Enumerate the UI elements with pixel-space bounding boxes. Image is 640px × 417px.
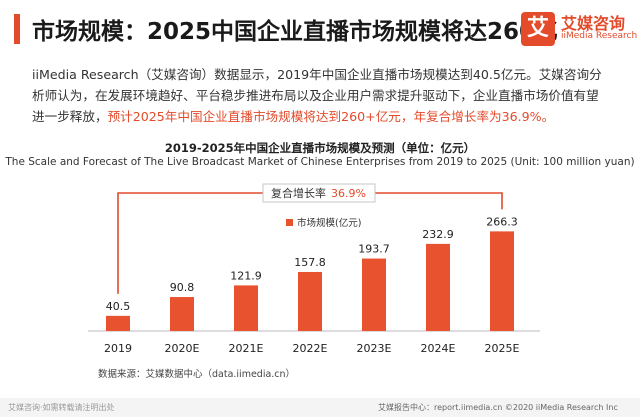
bar-2020E	[170, 297, 194, 331]
header: 市场规模：2025中国企业直播市场规模将达260亿 艾 艾媒咨询 iiMedia…	[0, 0, 640, 58]
value-label-2021E: 121.9	[230, 269, 262, 282]
intro-paragraph: iiMedia Research（艾媒咨询）数据显示，2019年中国企业直播市场…	[32, 64, 602, 127]
title-accent-bar	[14, 14, 20, 44]
tick-label-2021E: 2021E	[229, 342, 264, 355]
tick-label-2019: 2019	[104, 342, 132, 355]
bar-2024E	[426, 243, 450, 331]
page-title: 市场规模：2025中国企业直播市场规模将达260亿	[32, 19, 559, 45]
footer-left-text: 艾媒咨询·如需转载请注明出处	[8, 403, 115, 412]
footer: 艾媒咨询·如需转载请注明出处 艾媒报告中心：report.iimedia.cn …	[0, 398, 640, 417]
legend-swatch	[286, 219, 293, 226]
intro-highlight: 预计2025年中国企业直播市场规模将达到260+亿元，年复合增长率为36.9%。	[107, 109, 555, 124]
cagr-label: 复合增长率	[271, 186, 326, 200]
tick-label-2024E: 2024E	[421, 342, 456, 355]
value-label-2022E: 157.8	[294, 256, 326, 269]
bar-2025E	[490, 231, 514, 331]
data-source: 数据来源：艾媒数据中心（data.iimedia.cn）	[98, 369, 296, 380]
value-label-2019: 40.5	[106, 300, 131, 313]
tick-label-2022E: 2022E	[293, 342, 328, 355]
logo-text-cn: 艾媒咨询	[561, 14, 626, 33]
chart-title: 2019-2025年中国企业直播市场规模及预测（单位：亿元）	[164, 141, 476, 155]
cagr-value: 36.9%	[331, 187, 366, 200]
logo-mark-icon: 艾	[521, 12, 555, 46]
value-label-2025E: 266.3	[486, 215, 518, 228]
iimedia-logo: 艾 艾媒咨询 iiMedia Research	[521, 10, 637, 50]
intro-text: iiMedia Research（艾媒咨询）数据显示，2019年中国企业直播市场…	[32, 67, 602, 124]
bar-2022E	[298, 271, 322, 331]
value-label-2023E: 193.7	[358, 243, 390, 256]
tick-label-2020E: 2020E	[165, 342, 200, 355]
chart-subtitle: The Scale and Forecast of The Live Broad…	[5, 156, 635, 168]
bar-2021E	[234, 285, 258, 331]
footer-right-text: 艾媒报告中心：report.iimedia.cn ©2020 iiMedia R…	[378, 403, 618, 412]
value-label-2024E: 232.9	[422, 228, 454, 241]
cagr-box	[262, 183, 376, 203]
bar-chart: 40.5 2019 90.8 2020E 121.9 2021E 157.8 2022E 193…	[88, 183, 540, 355]
tick-label-2023E: 2023E	[357, 342, 392, 355]
legend-label: 市场规模(亿元)	[297, 217, 361, 229]
bar-2023E	[362, 258, 386, 331]
bar-2019	[106, 315, 130, 331]
logo-text-en: iiMedia Research	[561, 31, 638, 41]
value-label-2020E: 90.8	[170, 281, 195, 294]
tick-label-2025E: 2025E	[485, 342, 520, 355]
